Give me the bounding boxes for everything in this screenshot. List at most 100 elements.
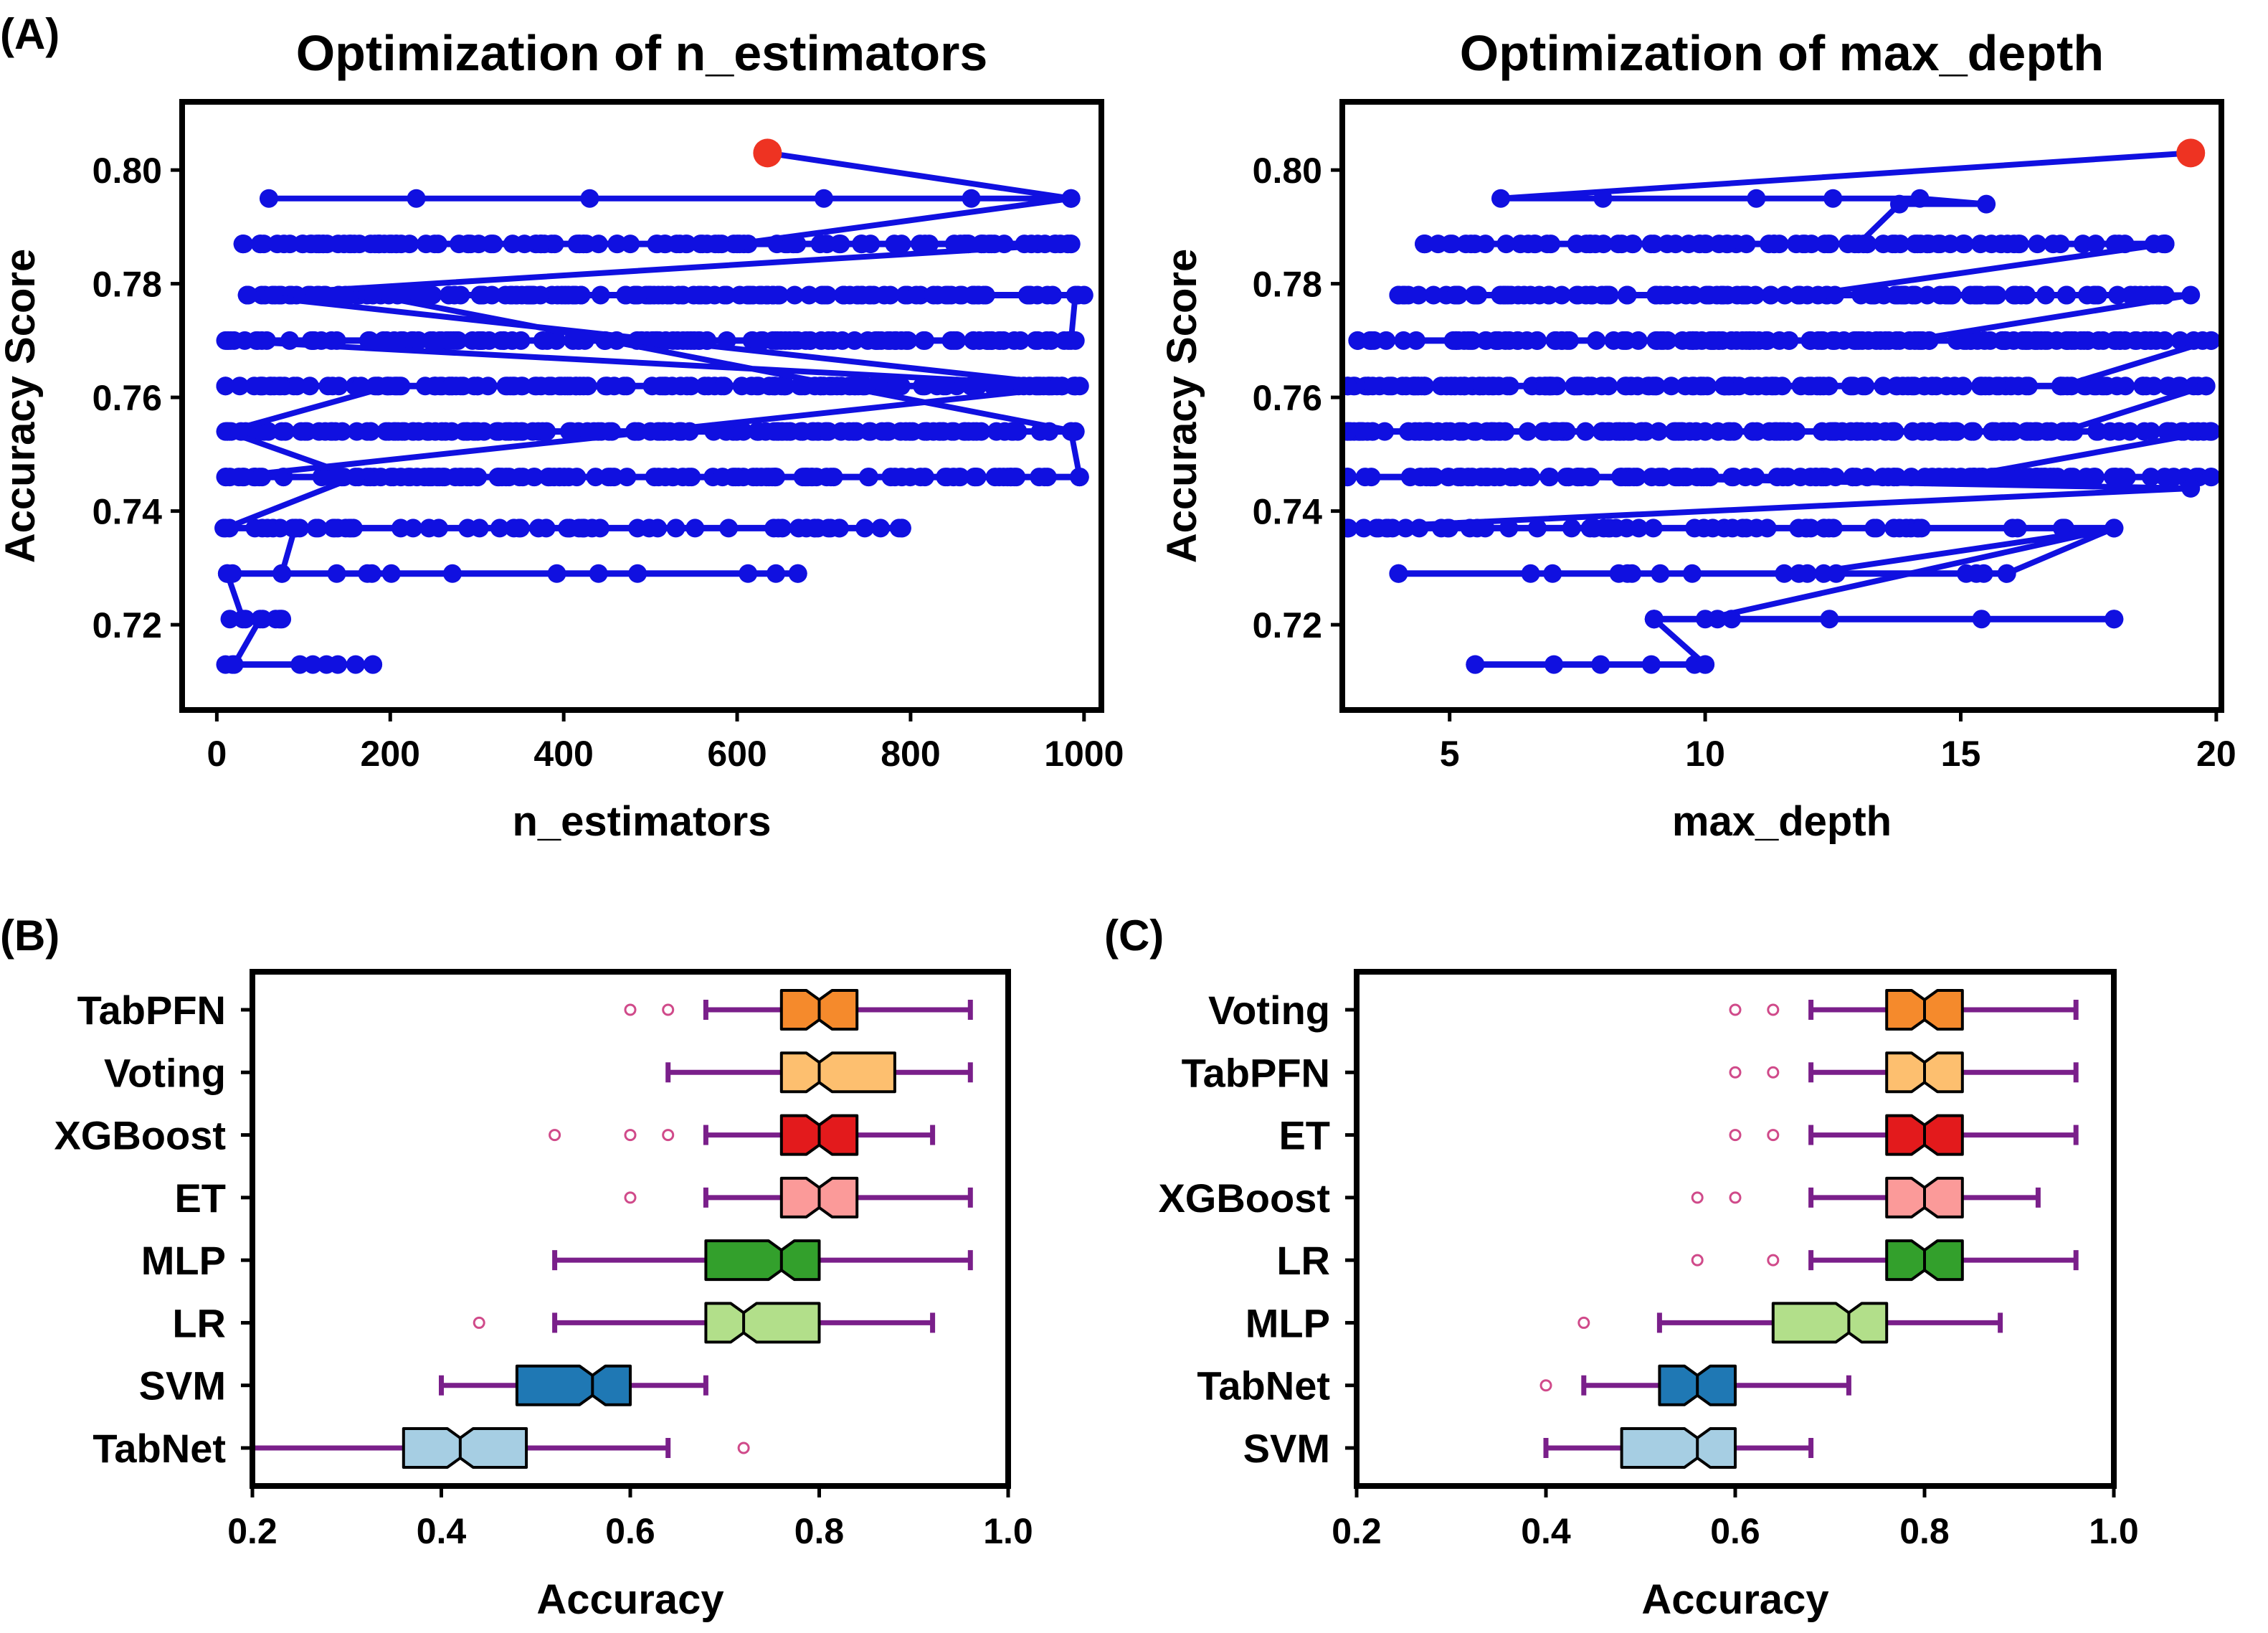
plot-frame — [179, 99, 1104, 713]
y-tick-label: 0.74 — [1253, 492, 1323, 532]
x-tick-label: 1000 — [1044, 734, 1124, 774]
outlier-point — [1691, 1191, 1704, 1204]
marker-point — [1342, 422, 1357, 441]
x-tick-label: 400 — [533, 734, 593, 774]
x-tick-label: 5 — [1440, 734, 1460, 774]
marker-point — [216, 331, 235, 350]
y-tick-label: 0.80 — [92, 151, 162, 191]
box — [704, 1239, 821, 1282]
category-label: TabPFN — [77, 988, 226, 1033]
marker-point — [2181, 285, 2201, 305]
marker-point — [1951, 468, 1970, 487]
marker-point — [233, 610, 252, 629]
marker-point — [1342, 468, 1357, 487]
marker-point — [1061, 331, 1081, 350]
outlier-point — [662, 1129, 675, 1142]
x-tick-label: 1.0 — [2089, 1511, 2139, 1551]
marker-point — [1066, 285, 1085, 305]
plot-frame — [250, 969, 1011, 1489]
marker-point — [1061, 235, 1081, 254]
outlier-point — [1729, 1191, 1742, 1204]
x-axis-label: max_depth — [1672, 798, 1892, 845]
marker-point — [364, 655, 383, 674]
x-tick-label: 600 — [707, 734, 767, 774]
category-label: SVM — [1243, 1426, 1330, 1471]
outlier-point — [624, 1003, 637, 1016]
best-point — [753, 138, 782, 168]
y-tick-label: 0.76 — [92, 378, 162, 418]
x-tick-label: 0.4 — [417, 1511, 467, 1551]
panel-label-a: (A) — [0, 10, 60, 58]
category-label: Voting — [104, 1050, 226, 1095]
marker-point — [1696, 655, 1715, 674]
marker-point — [1997, 564, 2016, 583]
y-tick-label: 0.80 — [1253, 151, 1322, 191]
marker-point — [1389, 564, 1408, 583]
marker-point — [1910, 189, 1930, 208]
outlier-point — [1767, 1003, 1780, 1016]
outlier-point — [473, 1316, 485, 1329]
box — [1771, 1302, 1889, 1344]
marker-point — [1061, 189, 1081, 208]
y-tick-label: 0.78 — [1253, 265, 1322, 305]
marker-point — [381, 377, 400, 396]
marker-point — [217, 422, 237, 441]
y-axis-label: Accuracy Score — [0, 249, 44, 563]
x-tick-label: 0.6 — [1710, 1511, 1760, 1551]
marker-point — [224, 655, 244, 674]
marker-point — [1061, 422, 1081, 441]
x-tick-label: 200 — [361, 734, 420, 774]
marker-point — [814, 189, 833, 208]
marker-point — [2054, 377, 2073, 396]
marker-point — [1593, 189, 1613, 208]
x-tick-label: 0.2 — [227, 1511, 277, 1551]
marker-point — [272, 564, 292, 583]
x-tick-label: 1.0 — [983, 1511, 1033, 1551]
marker-point — [2201, 331, 2221, 350]
box — [704, 1302, 821, 1344]
marker-point — [2054, 422, 2073, 441]
trajectory-line — [1344, 150, 2214, 668]
x-axis-label: Accuracy — [536, 1576, 723, 1623]
marker-point — [1798, 564, 1817, 583]
box — [515, 1364, 632, 1406]
marker-point — [2105, 519, 2124, 538]
marker-point — [1849, 235, 1868, 254]
marker-point — [2196, 377, 2216, 396]
marker-point — [1342, 377, 1357, 396]
marker-point — [346, 468, 365, 487]
x-tick-label: 0.4 — [1521, 1511, 1571, 1551]
y-axis-label: Accuracy Score — [1159, 249, 1205, 563]
marker-point — [2155, 235, 2175, 254]
outlier-point — [1691, 1254, 1704, 1267]
marker-point — [1747, 189, 1766, 208]
x-tick-label: 0.6 — [605, 1511, 655, 1551]
marker-point — [1644, 610, 1664, 629]
chart-max-depth: Optimization of max_depth 5 10 15 20 0.72 0.74… — [1159, 25, 2236, 845]
marker-point — [788, 564, 807, 583]
marker-point — [1466, 655, 1485, 674]
outlier-point — [1767, 1066, 1780, 1079]
category-label: XGBoost — [54, 1113, 226, 1158]
category-label: XGBoost — [1158, 1175, 1330, 1221]
panel-label-b: (B) — [0, 912, 60, 960]
y-tick-label: 0.76 — [1253, 378, 1322, 418]
marker-point — [220, 468, 239, 487]
marker-point — [216, 519, 235, 538]
marker-point — [1389, 285, 1408, 305]
marker-point — [1823, 189, 1843, 208]
y-tick-label: 0.72 — [1253, 605, 1322, 645]
category-label: LR — [172, 1300, 226, 1345]
plot-frame — [1339, 99, 2224, 713]
outlier-point — [1767, 1254, 1780, 1267]
outlier-point — [624, 1129, 637, 1142]
marker-point — [217, 564, 237, 583]
marker-point — [2105, 610, 2124, 629]
x-tick-label: 0.8 — [1899, 1511, 1950, 1551]
y-tick-label: 0.72 — [92, 605, 162, 645]
marker-point — [728, 235, 747, 254]
plot-title: Optimization of max_depth — [1460, 25, 2104, 81]
